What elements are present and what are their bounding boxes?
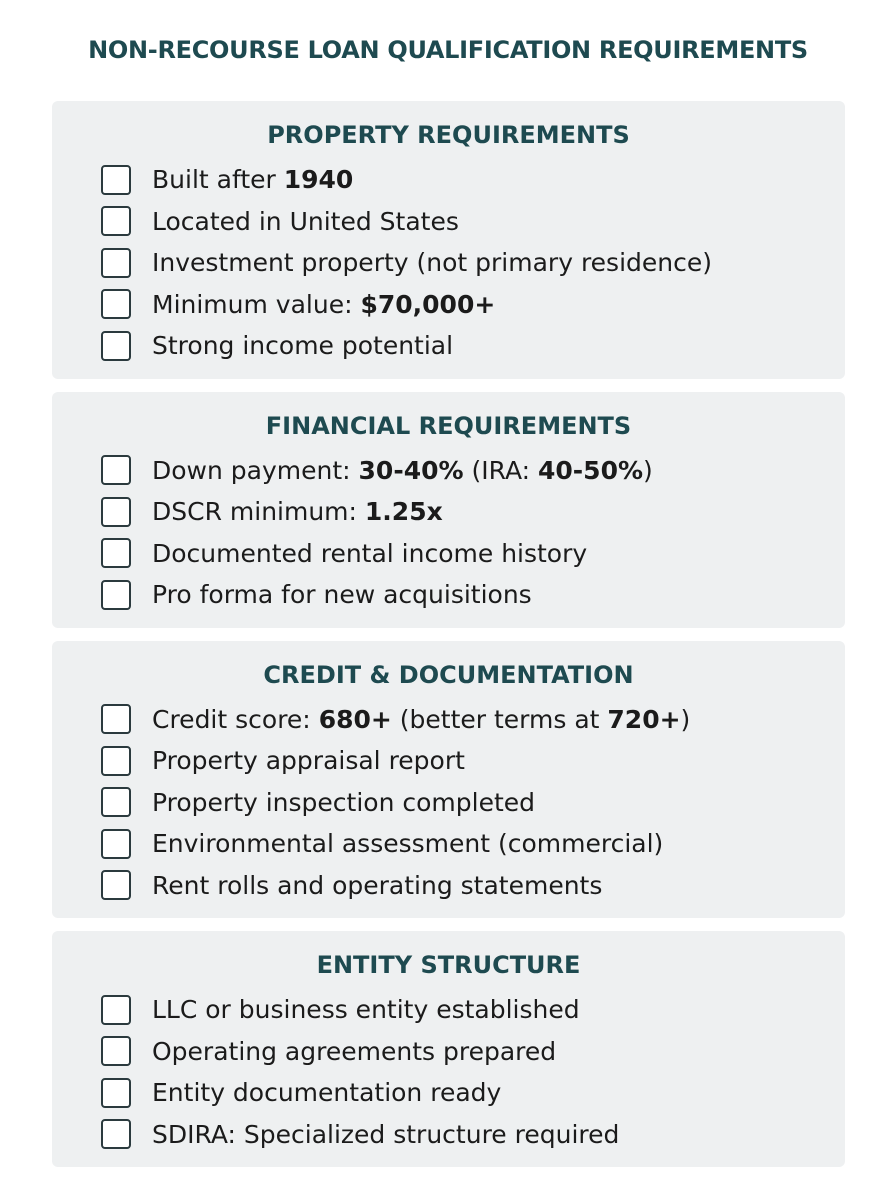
item-text: Built after: [152, 165, 284, 195]
item-text: Operating agreements prepared: [152, 1036, 557, 1066]
item-text: Down payment:: [152, 455, 359, 485]
checkbox[interactable]: [101, 1119, 131, 1150]
checkbox[interactable]: [101, 1077, 131, 1108]
section-card: FINANCIAL REQUIREMENTS Down payment: 30-4…: [52, 391, 845, 628]
item-text: SDIRA: Specialized structure required: [152, 1119, 620, 1149]
item-list: Credit score: 680+ (better terms at 720+…: [52, 699, 845, 907]
checkbox[interactable]: [101, 787, 131, 818]
bold-text: 30-40%: [358, 455, 464, 485]
item-text: Pro forma for new acquisitions: [152, 580, 532, 610]
item-text: Environmental assessment (commercial): [152, 829, 664, 859]
item-text: Documented rental income history: [152, 538, 588, 568]
checklist-item: Environmental assessment (commercial): [52, 823, 845, 865]
checkbox[interactable]: [101, 704, 131, 735]
bold-text: 1.25x: [364, 497, 443, 527]
checkbox[interactable]: [101, 579, 131, 610]
checklist-item: Property inspection completed: [52, 782, 845, 824]
checklist-item: Entity documentation ready: [52, 1072, 845, 1114]
item-text: Property inspection completed: [152, 787, 536, 817]
checkbox[interactable]: [101, 870, 131, 901]
checkbox[interactable]: [101, 496, 131, 527]
checklist-item: Property appraisal report: [52, 740, 845, 782]
checklist-item: Minimum value: $70,000+: [52, 284, 845, 326]
bold-text: 680+: [318, 704, 392, 734]
checklist-item: Built after 1940: [52, 159, 845, 201]
checklist-item: Rent rolls and operating statements: [52, 865, 845, 907]
checklist-item: Pro forma for new acquisitions: [52, 574, 845, 616]
checklist-item: Strong income potential: [52, 325, 845, 367]
item-text: Credit score:: [152, 704, 319, 734]
item-text: (IRA:: [463, 455, 539, 485]
section-card: ENTITY STRUCTURE LLC or business entity e…: [52, 931, 845, 1167]
item-text: DSCR minimum:: [152, 497, 365, 527]
item-text: Rent rolls and operating statements: [152, 870, 603, 900]
checklist-item: Operating agreements prepared: [52, 1031, 845, 1073]
checklist-item: LLC or business entity established: [52, 989, 845, 1031]
checkbox[interactable]: [101, 330, 131, 361]
checkbox[interactable]: [101, 745, 131, 776]
bold-text: 1940: [283, 165, 354, 195]
item-text: Investment property (not primary residen…: [152, 248, 712, 278]
item-text: (better terms at: [391, 704, 608, 734]
checklist-item: SDIRA: Specialized structure required: [52, 1114, 845, 1156]
checklist-item: Documented rental income history: [52, 533, 845, 575]
item-text: Entity documentation ready: [152, 1078, 502, 1108]
bold-text: 40-50%: [538, 455, 644, 485]
sections: PROPERTY REQUIREMENTS Built after 1940 Loc…: [52, 101, 845, 1180]
section-card: PROPERTY REQUIREMENTS Built after 1940 Loc…: [52, 101, 845, 379]
checklist-item: Investment property (not primary residen…: [52, 242, 845, 284]
item-text: Located in United States: [152, 206, 459, 236]
section-title: ENTITY STRUCTURE: [316, 951, 581, 979]
section-title: CREDIT & DOCUMENTATION: [263, 660, 634, 689]
checklist-item: Located in United States: [52, 201, 845, 243]
item-text: ): [680, 704, 691, 734]
bold-text: 720+: [607, 704, 681, 734]
checklist-item: DSCR minimum: 1.25x: [52, 491, 845, 533]
section-title: PROPERTY REQUIREMENTS: [267, 121, 630, 149]
checklist-item: Credit score: 680+ (better terms at 720+…: [52, 699, 845, 741]
item-list: Built after 1940 Located in United States…: [52, 159, 845, 367]
page-title: NON-RECOURSE LOAN QUALIFICATION REQUIREM…: [88, 36, 808, 64]
checkbox[interactable]: [101, 247, 131, 278]
section-title: FINANCIAL REQUIREMENTS: [265, 411, 632, 440]
checkbox[interactable]: [101, 455, 131, 486]
item-text: Strong income potential: [152, 331, 454, 361]
item-list: Down payment: 30-40% (IRA: 40-50%) DSCR m…: [52, 450, 845, 616]
item-text: Property appraisal report: [152, 746, 465, 776]
checkbox[interactable]: [101, 538, 131, 569]
bold-text: $70,000+: [360, 289, 496, 319]
item-list: LLC or business entity established Operat…: [52, 989, 845, 1155]
item-text: LLC or business entity established: [152, 995, 580, 1025]
checkbox[interactable]: [101, 828, 131, 859]
checkbox[interactable]: [101, 164, 131, 195]
checkbox[interactable]: [101, 206, 131, 237]
section-card: CREDIT & DOCUMENTATION Credit score: 680+…: [52, 640, 845, 918]
checkbox[interactable]: [101, 1036, 131, 1067]
checkbox[interactable]: [101, 289, 131, 320]
checklist-item: Down payment: 30-40% (IRA: 40-50%): [52, 450, 845, 492]
item-text: ): [643, 455, 653, 485]
item-text: Minimum value:: [152, 289, 361, 319]
checkbox[interactable]: [101, 994, 131, 1025]
